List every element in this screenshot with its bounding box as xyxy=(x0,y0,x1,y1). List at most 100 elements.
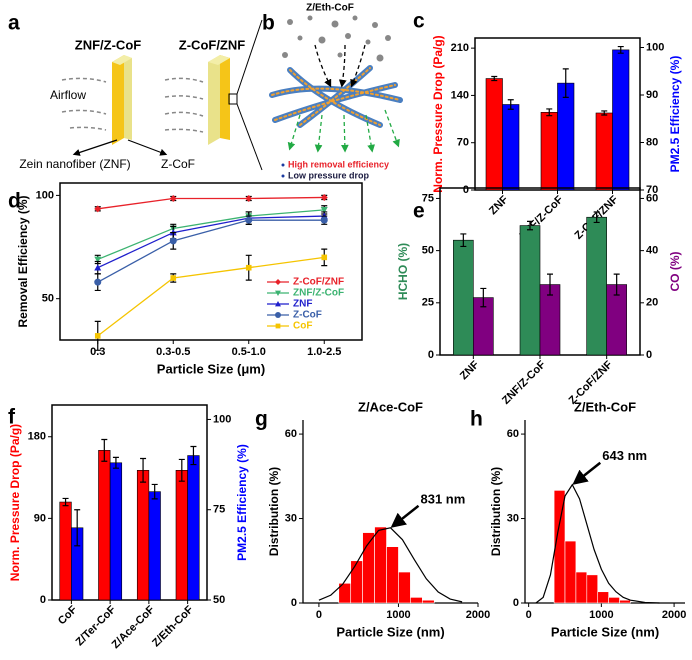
bar xyxy=(453,239,474,356)
bar xyxy=(557,82,575,191)
hist-bar xyxy=(422,599,435,604)
y-axis-label: Distribution (%) xyxy=(489,467,503,556)
y-tick-label: 0 xyxy=(463,184,469,196)
bar xyxy=(485,78,503,191)
marker xyxy=(169,237,177,245)
x-tick-label: 2000 xyxy=(662,609,686,621)
y-tick-label: 0 xyxy=(291,597,297,609)
marker xyxy=(94,264,102,271)
hist-bar xyxy=(410,597,423,604)
legend-marker xyxy=(275,323,281,329)
y-tick-label: 0 xyxy=(513,597,519,609)
error-bar xyxy=(547,273,553,296)
marker xyxy=(94,333,101,339)
bar xyxy=(540,112,558,191)
legend-label: ZNF/Z-CoF xyxy=(293,288,344,299)
panel-label: c xyxy=(413,10,425,33)
annotation-arrow xyxy=(572,461,602,485)
y-tick-label: 180 xyxy=(28,431,46,443)
chart-title: Z/Eth-CoF xyxy=(574,399,636,414)
y-tick-label: 70 xyxy=(457,137,469,149)
y-axis-label: HCHO (%) xyxy=(396,243,410,300)
y-axis-label: Norm. Pressure Drop (Pa/g) xyxy=(8,424,22,581)
y2-tick-label: 70 xyxy=(646,184,658,196)
panel-label: h xyxy=(470,408,483,431)
bar xyxy=(175,470,188,601)
error-bar xyxy=(190,445,197,466)
x-tick-label: 0.5-1.0 xyxy=(232,346,266,358)
line xyxy=(97,196,325,210)
error-bar xyxy=(613,273,620,296)
marker xyxy=(245,194,253,202)
marker xyxy=(94,278,102,286)
marker xyxy=(320,216,328,224)
legend-label: Z-CoF/ZNF xyxy=(293,277,344,288)
panel-label: b xyxy=(262,12,275,35)
x-tick-label: ZNF xyxy=(458,358,482,382)
panel-label: d xyxy=(8,190,21,213)
y2-axis-label: CO (%) xyxy=(668,252,682,292)
y-tick-label: 90 xyxy=(34,512,46,524)
y2-tick-label: 75 xyxy=(213,504,225,516)
y2-tick-label: 40 xyxy=(646,245,658,257)
y-tick-label: 25 xyxy=(422,297,434,309)
hist-bar xyxy=(608,597,620,604)
y2-axis-label: PM2.5 Efficiency (%) xyxy=(235,444,249,561)
bar xyxy=(595,112,613,191)
bar xyxy=(109,462,123,601)
x-tick-label: 1.0-2.5 xyxy=(307,346,341,358)
pointer xyxy=(72,139,118,156)
panel-label: g xyxy=(255,408,268,431)
zoom-line xyxy=(236,103,263,171)
layer-label: ZNF/Z-CoF xyxy=(75,37,141,52)
y2-tick-label: 100 xyxy=(213,413,231,425)
note: High removal efficiency xyxy=(288,159,389,169)
marker xyxy=(320,207,328,214)
error-bar xyxy=(601,110,608,116)
x-tick-label: Z/Eth-CoF xyxy=(150,603,196,649)
x-axis-label: Particle Size (nm) xyxy=(336,624,444,639)
znf-layer xyxy=(208,55,220,145)
x-axis-label: Particle Size (μm) xyxy=(157,361,265,376)
line xyxy=(97,215,325,269)
error-bar xyxy=(593,211,600,224)
line xyxy=(97,256,325,337)
panel-label: e xyxy=(413,200,425,223)
x-tick-label: 0 xyxy=(316,609,322,621)
line xyxy=(97,209,325,261)
znf-layer xyxy=(124,55,132,140)
legend-label: CoF xyxy=(293,321,312,332)
diagram-b: b Z/Eth-CoF High removal efficiency Low … xyxy=(262,3,403,180)
x-tick-label: 1000 xyxy=(386,609,410,621)
error-bar xyxy=(62,497,69,507)
particles xyxy=(282,15,391,62)
zcof-layer xyxy=(220,55,230,140)
x-tick-label: 2000 xyxy=(466,609,490,621)
hist-bar xyxy=(564,540,577,604)
x-tick-label: 0.3-0.5 xyxy=(156,346,190,358)
error-bar xyxy=(507,99,514,110)
error-bar xyxy=(112,456,119,469)
y2-tick-label: 100 xyxy=(646,41,664,53)
y-tick-label: 210 xyxy=(451,42,469,54)
error-bar xyxy=(562,68,569,98)
bar xyxy=(612,49,630,191)
bullet xyxy=(281,174,285,178)
marker xyxy=(94,205,102,213)
bullet xyxy=(281,163,285,167)
x-tick-label: 0 xyxy=(526,609,532,621)
y-tick-label: 140 xyxy=(451,89,469,101)
hist-bar xyxy=(398,571,411,604)
marker xyxy=(245,264,252,271)
error-bar xyxy=(74,509,81,547)
annotation-arrow xyxy=(390,504,420,528)
hist-bar xyxy=(575,571,588,604)
error-bar xyxy=(527,220,533,231)
bar xyxy=(136,470,150,601)
bar xyxy=(59,501,72,601)
bar xyxy=(98,450,111,601)
hist-bar xyxy=(586,574,599,604)
error-bar xyxy=(491,75,498,82)
y2-tick-label: 20 xyxy=(646,297,658,309)
